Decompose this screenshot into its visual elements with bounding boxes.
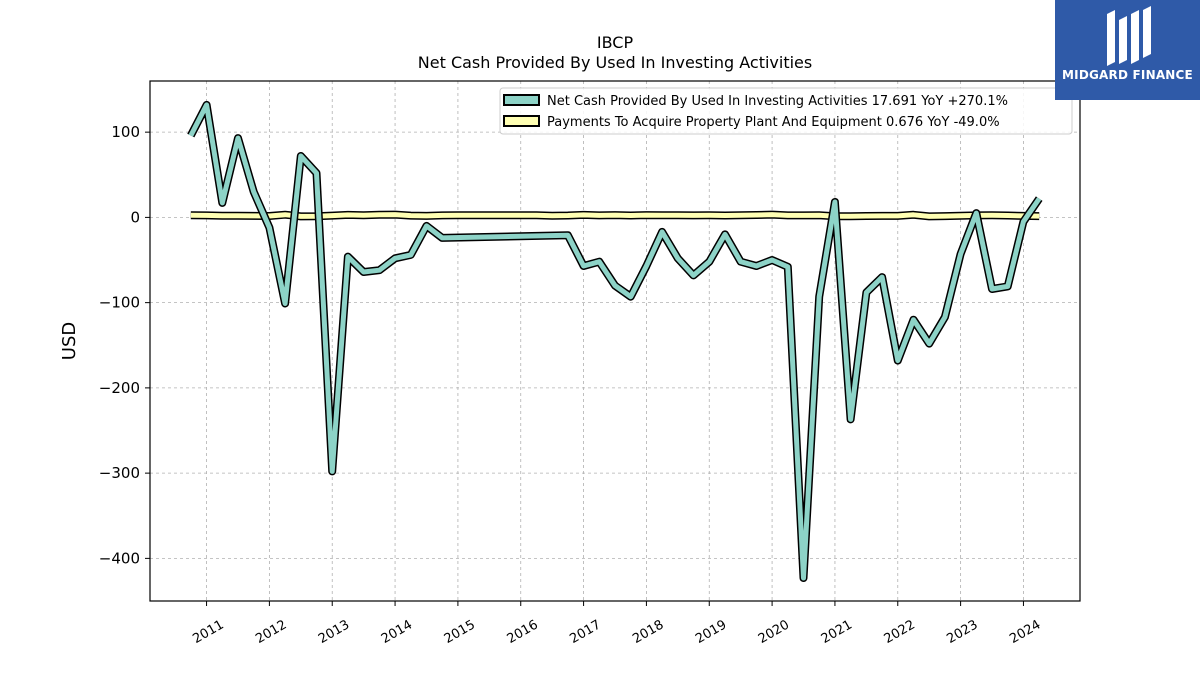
x-tick-label: 2015 xyxy=(442,617,478,647)
y-tick-label: −100 xyxy=(99,294,140,312)
x-tick-label: 2022 xyxy=(882,617,918,647)
net-cash-investing-line xyxy=(188,102,1042,581)
x-tick-label: 2021 xyxy=(819,617,855,647)
legend-label: Payments To Acquire Property Plant And E… xyxy=(547,115,1000,130)
chart-subtitle: Net Cash Provided By Used In Investing A… xyxy=(418,53,812,72)
x-tick-label: 2019 xyxy=(693,617,729,647)
x-tick-label: 2011 xyxy=(190,617,226,647)
legend-swatch xyxy=(503,115,540,127)
x-tick-label: 2013 xyxy=(316,617,352,647)
x-tick-label: 2014 xyxy=(379,617,415,647)
legend-box xyxy=(499,87,1073,135)
gridlines xyxy=(150,81,1080,601)
x-tick-label: 2017 xyxy=(567,617,603,647)
series-layer xyxy=(187,100,1043,582)
y-tick-label: −300 xyxy=(99,464,140,482)
x-tick-label: 2023 xyxy=(944,617,980,647)
midgard-finance-logo: MIDGARD FINANCE xyxy=(1055,0,1200,100)
legend-swatch xyxy=(503,94,540,106)
x-tick-label: 2024 xyxy=(1007,617,1043,647)
plot-frame xyxy=(149,80,1081,602)
logo-mark-icon xyxy=(1107,6,1151,66)
y-tick-label: −200 xyxy=(99,379,140,397)
chart-title: IBCP xyxy=(597,33,634,52)
legend: Net Cash Provided By Used In Investing A… xyxy=(499,87,1073,135)
x-tick-label: 2018 xyxy=(630,617,666,647)
x-axis: 2011 2012 2013 2014 2015 2016 2017 2018 2019 2020… xyxy=(190,601,1043,647)
y-tick-label: 0 xyxy=(130,208,140,226)
x-tick-label: 2020 xyxy=(756,617,792,647)
y-axis-label: USD xyxy=(59,322,80,360)
y-tick-label: −400 xyxy=(99,549,140,567)
y-axis: 100 0 −100 −200 −300 −400 xyxy=(99,123,150,567)
logo-text: MIDGARD FINANCE xyxy=(1062,68,1193,82)
payments-ppe-line xyxy=(190,212,1040,219)
y-tick-label: 100 xyxy=(111,123,140,141)
x-tick-label: 2012 xyxy=(253,617,289,647)
x-tick-label: 2016 xyxy=(505,617,541,647)
legend-label: Net Cash Provided By Used In Investing A… xyxy=(547,94,1008,109)
